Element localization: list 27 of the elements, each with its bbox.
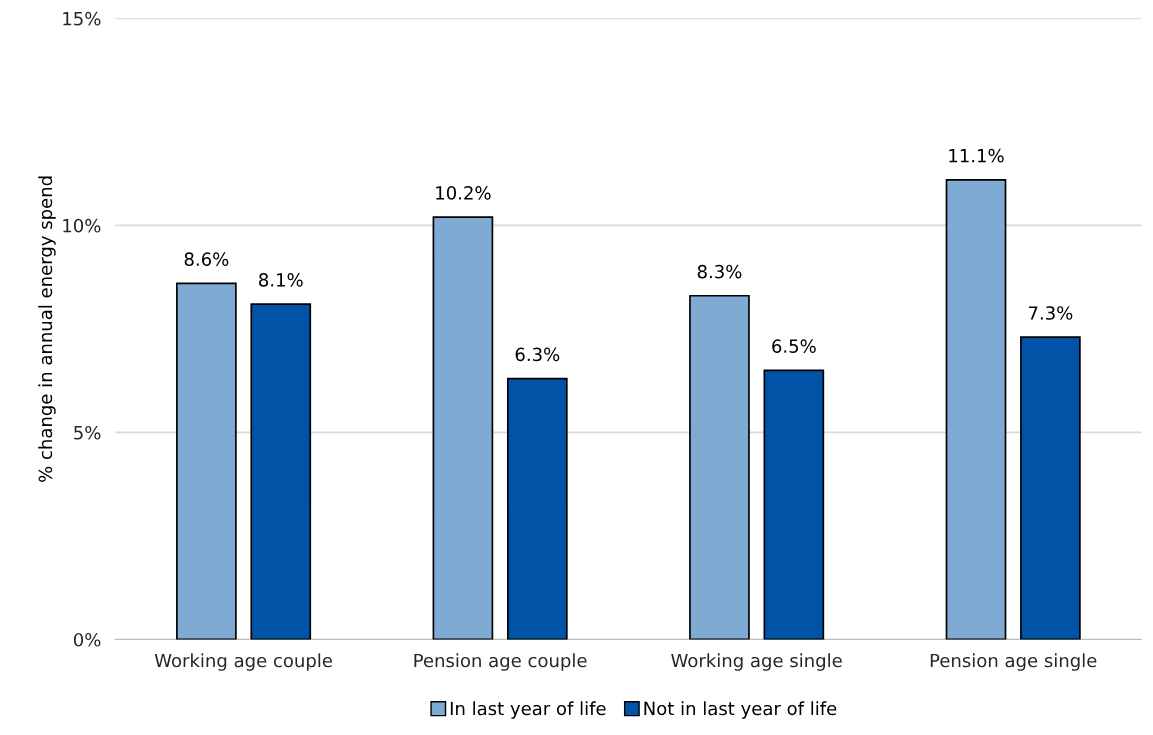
bar [1020,336,1081,640]
data-label: 6.3% [515,347,560,362]
bar [250,303,312,640]
y-tick-label: 0% [73,632,101,647]
y-tick-label: 15% [63,11,101,26]
data-label: 8.3% [697,264,742,279]
data-label: 11.1% [949,148,1004,163]
bar [176,282,237,640]
data-label: 8.1% [259,273,303,287]
x-tick-label: Pension age couple [414,653,587,671]
bar [945,179,1007,640]
y-tick-label: 5% [74,425,101,440]
data-label: 6.5% [772,339,816,353]
bar [763,369,825,640]
x-tick-label: Pension age single [930,653,1097,671]
x-tick-label: Working age couple [154,653,332,671]
legend-label: In last year of life [450,701,606,719]
bar [689,294,750,640]
data-label: 10.2% [436,186,491,200]
x-tick-label: Working age single [671,653,842,671]
y-axis-title: % change in annual energy spend [38,176,56,482]
data-label: 7.3% [1028,306,1073,320]
data-label: 8.6% [184,252,229,266]
legend-label: Not in last year of life [644,701,837,719]
y-tick-label: 10% [63,218,101,233]
bar [506,377,568,640]
bar [432,216,494,640]
